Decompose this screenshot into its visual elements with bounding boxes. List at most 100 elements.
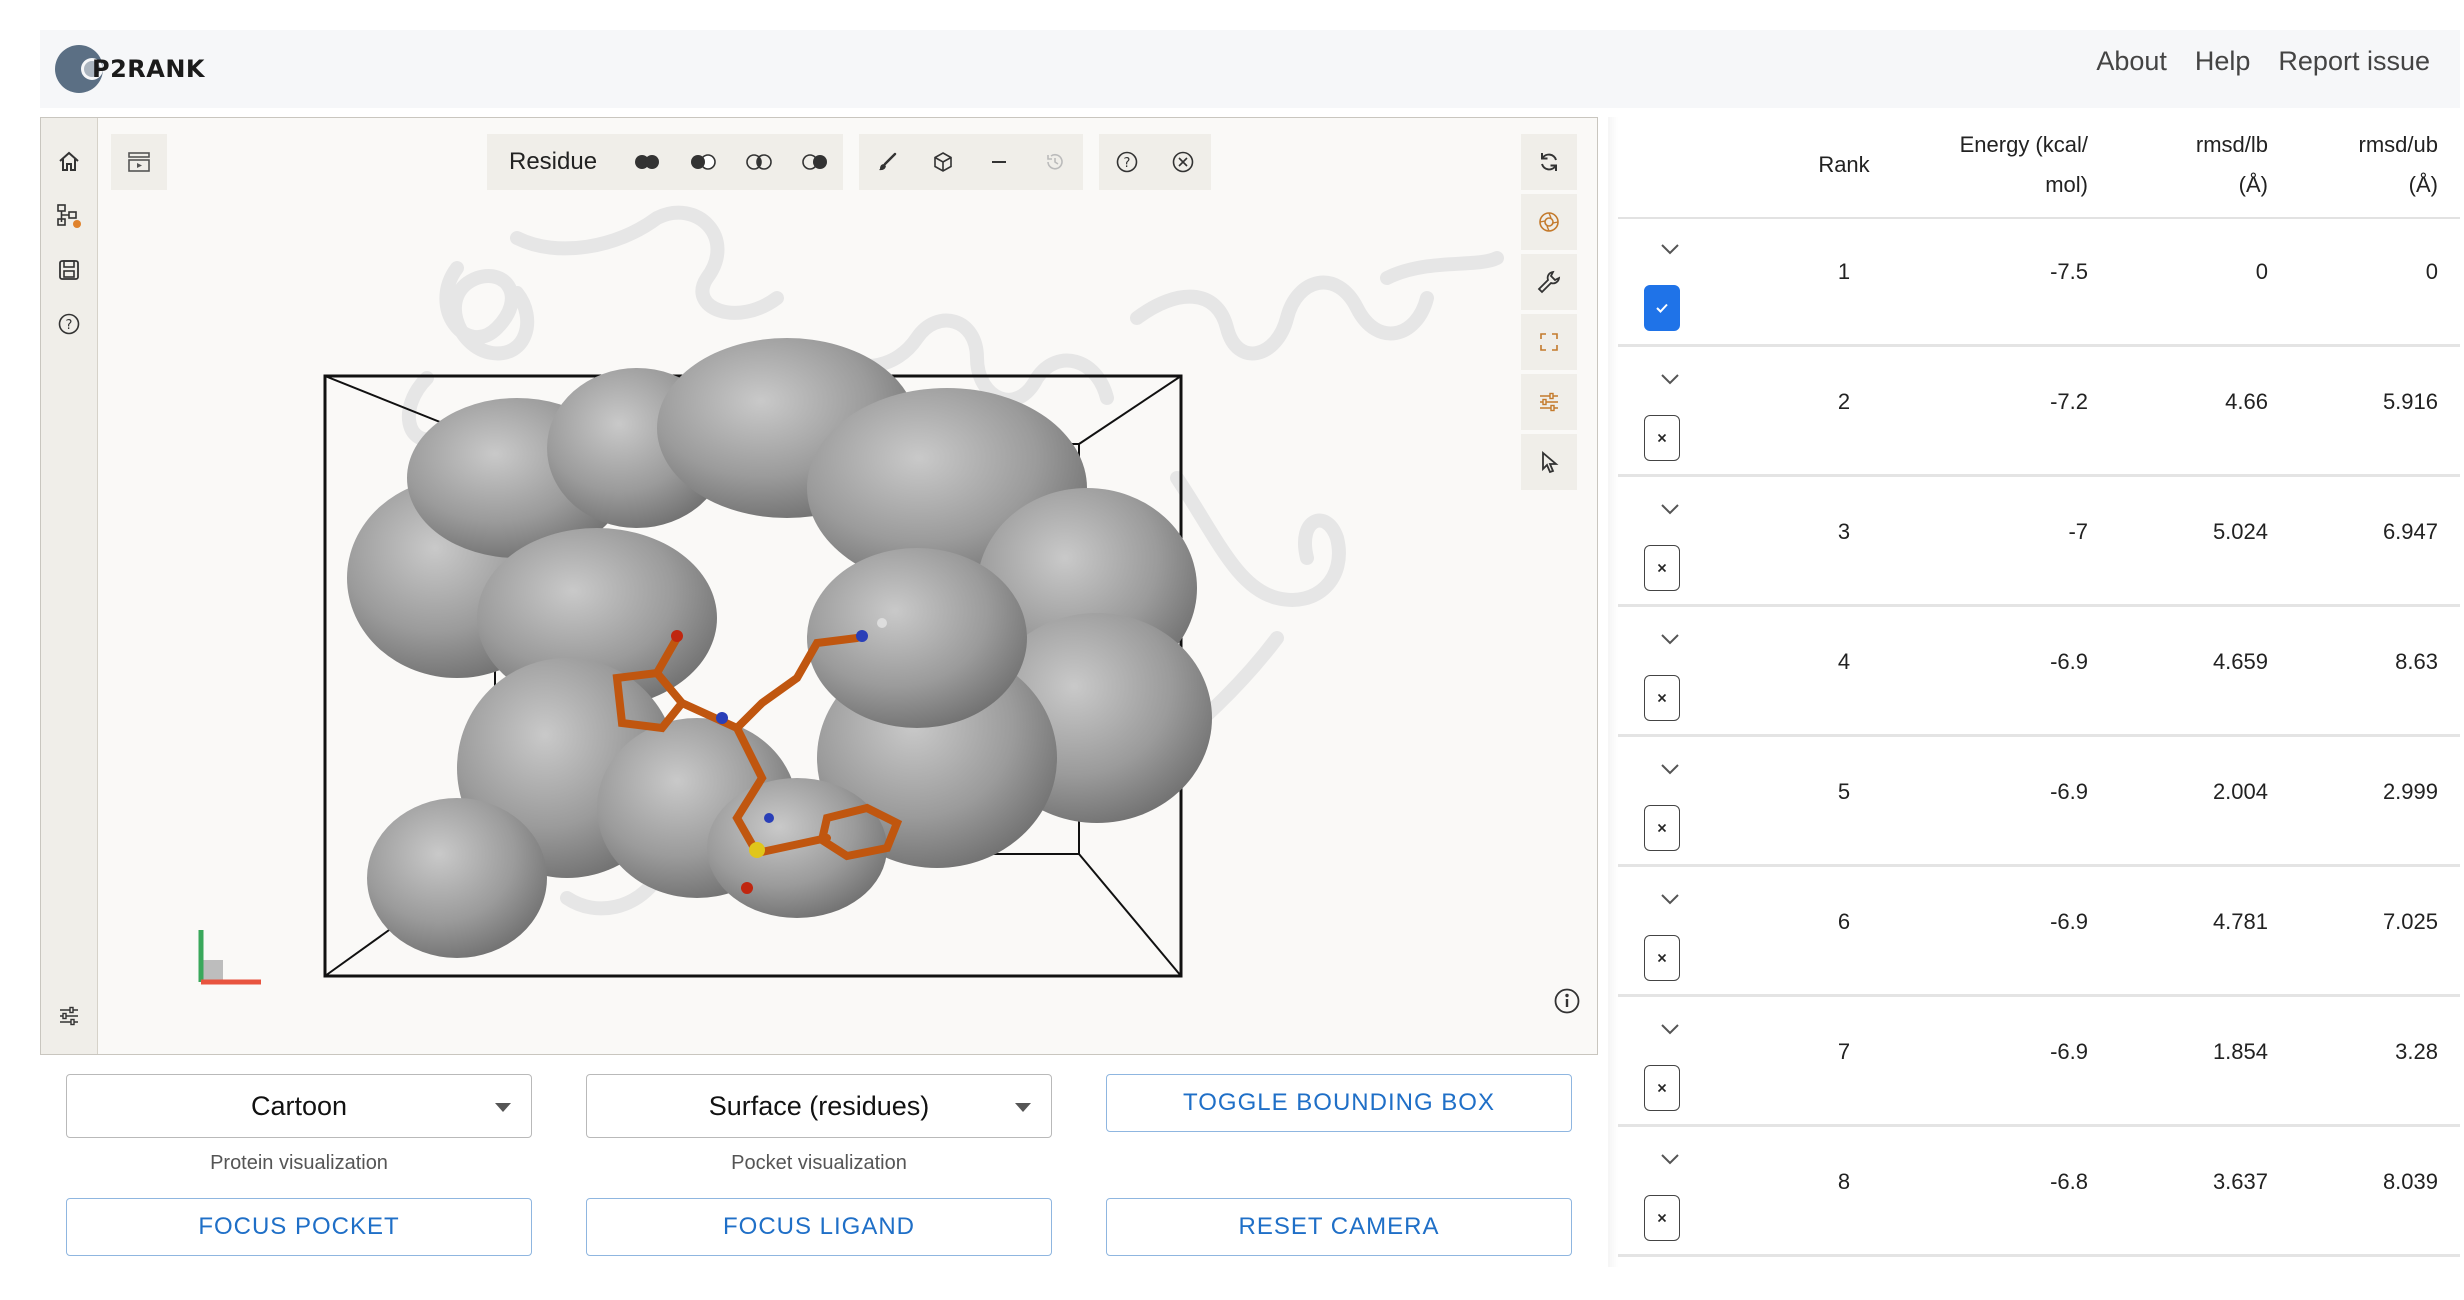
save-icon[interactable] xyxy=(53,254,85,286)
camera-shutter-icon[interactable] xyxy=(1521,194,1577,250)
cell-rmsd-lb: 1.854 xyxy=(2212,1039,2268,1064)
p2rank-logo[interactable]: P2RANK xyxy=(52,42,205,96)
table-row[interactable]: 5 -6.9 2.004 2.999 xyxy=(1618,739,2460,867)
select-pose-checkbox[interactable] xyxy=(1644,415,1680,461)
pointer-icon[interactable] xyxy=(1521,434,1577,490)
close-circle-icon[interactable] xyxy=(1155,134,1211,190)
chevron-down-icon[interactable] xyxy=(1658,1021,1682,1037)
intersect-icon[interactable] xyxy=(731,134,787,190)
dropdown-caret-icon xyxy=(1015,1103,1031,1112)
cell-rmsd-ub: 3.28 xyxy=(2395,1039,2438,1064)
undo-history-icon[interactable] xyxy=(1027,134,1083,190)
cross-icon xyxy=(1657,433,1667,443)
protein-visualization-label: Protein visualization xyxy=(210,1152,388,1174)
toggle-bounding-box-button[interactable]: TOGGLE BOUNDING BOX xyxy=(1106,1074,1572,1132)
cell-energy: -7.2 xyxy=(2050,389,2088,414)
cell-energy: -6.9 xyxy=(2050,779,2088,804)
header-rmsd-ub: rmsd/ub (Å) xyxy=(2358,132,2438,197)
cell-rmsd-lb: 5.024 xyxy=(2212,519,2268,544)
cell-rmsd-ub: 5.916 xyxy=(2382,389,2438,414)
cell-energy: -7 xyxy=(2068,519,2088,544)
chevron-down-icon[interactable] xyxy=(1658,371,1682,387)
table-row[interactable]: 8 -6.8 3.637 8.039 xyxy=(1618,1129,2460,1257)
chevron-down-icon[interactable] xyxy=(1658,1151,1682,1167)
toggle-sequence-panel-icon[interactable] xyxy=(111,134,167,190)
set-selection-icon[interactable] xyxy=(787,134,843,190)
table-row[interactable]: 2 -7.2 4.66 5.916 xyxy=(1618,349,2460,477)
cell-rmsd-ub: 7.025 xyxy=(2382,909,2438,934)
select-pose-checkbox[interactable] xyxy=(1644,1065,1680,1111)
logo-text: P2RANK xyxy=(92,55,206,83)
subtract-icon[interactable] xyxy=(675,134,731,190)
chevron-down-icon[interactable] xyxy=(1658,761,1682,777)
cell-rmsd-lb: 3.637 xyxy=(2212,1169,2268,1194)
select-pose-checkbox[interactable] xyxy=(1644,545,1680,591)
paint-brush-icon[interactable] xyxy=(859,134,915,190)
cell-energy: -6.8 xyxy=(2050,1169,2088,1194)
cell-rmsd-lb: 4.66 xyxy=(2225,389,2268,414)
reset-camera-button[interactable]: RESET CAMERA xyxy=(1106,1198,1572,1256)
cell-rmsd-ub: 8.63 xyxy=(2395,649,2438,674)
nav-about[interactable]: About xyxy=(2096,46,2167,76)
molecule-viewer[interactable]: ? xyxy=(40,117,1598,1055)
svg-text:?: ? xyxy=(66,318,73,333)
cell-rmsd-ub: 2.999 xyxy=(2382,779,2438,804)
nav-report-issue[interactable]: Report issue xyxy=(2278,46,2430,76)
focus-pocket-button[interactable]: FOCUS POCKET xyxy=(66,1198,532,1256)
protein-visualization-select[interactable]: Cartoon xyxy=(66,1074,532,1138)
cross-icon xyxy=(1657,1083,1667,1093)
cross-icon xyxy=(1657,1213,1667,1223)
chevron-down-icon[interactable] xyxy=(1658,891,1682,907)
cell-energy: -6.9 xyxy=(2050,909,2088,934)
top-nav: About Help Report issue xyxy=(2096,46,2430,77)
chevron-down-icon[interactable] xyxy=(1658,631,1682,647)
nav-help[interactable]: Help xyxy=(2194,46,2251,76)
settings-sliders-icon[interactable] xyxy=(1521,374,1577,430)
help-circle-icon[interactable]: ? xyxy=(53,308,85,340)
axes-gizmo xyxy=(198,930,261,985)
cell-energy: -6.9 xyxy=(2050,649,2088,674)
focus-ligand-button[interactable]: FOCUS LIGAND xyxy=(586,1198,1052,1256)
select-pose-checkbox[interactable] xyxy=(1644,1195,1680,1241)
table-row[interactable]: 6 -6.9 4.781 7.025 xyxy=(1618,869,2460,997)
select-pose-checkbox[interactable] xyxy=(1644,675,1680,721)
select-pose-checkbox[interactable] xyxy=(1644,805,1680,851)
cell-rank: 2 xyxy=(1837,389,1851,414)
cell-rmsd-lb: 2.004 xyxy=(2212,779,2268,804)
protein-select-value: Cartoon xyxy=(250,1090,348,1121)
select-pose-checkbox[interactable] xyxy=(1644,935,1680,981)
help-icon[interactable]: ? xyxy=(1099,134,1155,190)
table-row[interactable]: 1 -7.5 0 0 xyxy=(1618,219,2460,347)
cell-rank: 7 xyxy=(1837,1039,1851,1064)
cell-rank: 3 xyxy=(1837,519,1851,544)
structure-tree-icon[interactable] xyxy=(53,200,85,232)
table-row[interactable]: 3 -7 5.024 6.947 xyxy=(1618,479,2460,607)
cube-icon[interactable] xyxy=(915,134,971,190)
chevron-down-icon[interactable] xyxy=(1658,501,1682,517)
cross-icon xyxy=(1657,693,1667,703)
union-icon[interactable] xyxy=(619,134,675,190)
fullscreen-icon[interactable] xyxy=(1521,314,1577,370)
wrench-icon[interactable] xyxy=(1521,254,1577,310)
pocket-visualization-select[interactable]: Surface (residues) xyxy=(586,1074,1052,1138)
header-rank: Rank xyxy=(1818,152,1870,177)
table-row[interactable]: 4 -6.9 4.659 8.63 xyxy=(1618,609,2460,737)
select-pose-checkbox[interactable] xyxy=(1644,285,1680,331)
info-icon[interactable] xyxy=(1553,987,1581,1020)
chevron-down-icon[interactable] xyxy=(1658,241,1682,257)
viewer-left-sidebar: ? xyxy=(41,118,98,1054)
molecule-scene[interactable] xyxy=(97,118,1597,1055)
cross-icon xyxy=(1657,823,1667,833)
sliders-icon[interactable] xyxy=(53,1000,85,1032)
cell-energy: -6.9 xyxy=(2050,1039,2088,1064)
ligand-heteroatoms xyxy=(671,618,887,894)
logo-mark-icon xyxy=(55,45,103,93)
header-rmsd-lb: rmsd/lb (Å) xyxy=(2195,132,2268,197)
home-icon[interactable] xyxy=(53,146,85,178)
table-header: Rank Energy (kcal/ mol) rmsd/lb (Å) rmsd… xyxy=(1618,117,2460,219)
refresh-icon[interactable] xyxy=(1521,134,1577,190)
remove-icon[interactable] xyxy=(971,134,1027,190)
cell-rank: 6 xyxy=(1837,909,1851,934)
table-row[interactable]: 7 -6.9 1.854 3.28 xyxy=(1618,999,2460,1127)
selection-mode-label[interactable]: Residue xyxy=(509,148,598,175)
